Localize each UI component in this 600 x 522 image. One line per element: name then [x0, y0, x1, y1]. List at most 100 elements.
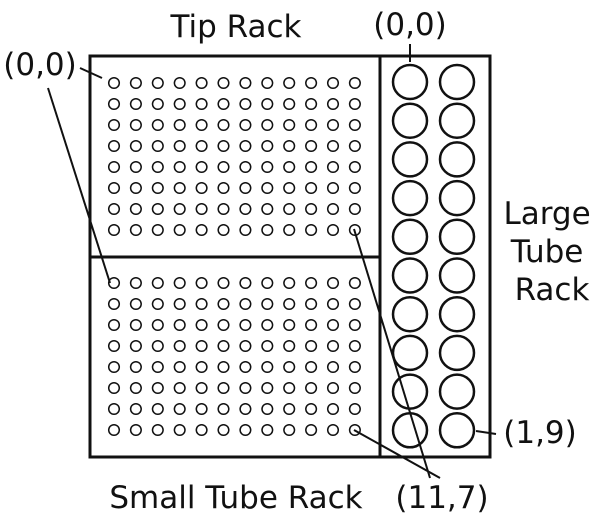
large-tube-well: [391, 257, 429, 294]
large-origin-coordinate: (0,0): [373, 7, 447, 43]
small-tube-well: [283, 360, 296, 374]
small-tube-well: [239, 276, 252, 290]
small-tube-well: [173, 297, 186, 311]
small-tube-well: [173, 276, 186, 290]
tip-well: [151, 97, 164, 111]
tip-well: [129, 160, 142, 174]
tip-well: [107, 118, 121, 132]
small-tube-well: [195, 402, 208, 416]
small-tube-well: [217, 423, 230, 437]
small-tube-well: [129, 339, 142, 353]
small-tube-well: [283, 297, 296, 311]
tip-well: [151, 76, 164, 90]
small-tube-well: [151, 360, 164, 374]
tip-well: [173, 181, 186, 195]
tip-well: [326, 76, 340, 90]
tip-well: [283, 202, 296, 216]
small-tube-well: [305, 360, 318, 374]
tip-well: [261, 97, 274, 111]
tip-well: [195, 202, 208, 216]
tip-well: [107, 160, 121, 174]
tip-well: [129, 118, 142, 132]
tip-well: [239, 118, 252, 132]
small-tube-well: [261, 276, 274, 290]
large-tube-rack-wells: [391, 63, 476, 449]
tip-well: [305, 118, 318, 132]
tip-well: [107, 202, 121, 216]
small-tube-well: [107, 276, 121, 290]
tip-well: [195, 181, 208, 195]
tip-well: [348, 160, 361, 174]
small-tube-well: [217, 402, 230, 416]
tip-well: [107, 181, 121, 195]
large-tube-well: [438, 218, 476, 256]
large-tube-well: [438, 295, 476, 333]
large-tube-well: [391, 102, 429, 139]
small-tube-well: [348, 423, 361, 437]
tip-well: [283, 160, 296, 174]
small-tube-well: [107, 318, 121, 332]
tip-rack-label: Tip Rack: [170, 9, 302, 45]
tip-well: [283, 97, 296, 111]
tip-well: [129, 181, 142, 195]
tip-well: [107, 223, 121, 237]
small-tube-well: [151, 318, 164, 332]
small-tube-well: [348, 318, 361, 332]
small-tube-well: [151, 381, 164, 395]
large-tube-well: [391, 412, 429, 449]
large-tube-well: [438, 179, 476, 217]
small-tube-well: [173, 339, 186, 353]
tip-well: [261, 181, 274, 195]
tip-well: [283, 139, 296, 153]
small-tube-well: [151, 297, 164, 311]
tip-well: [195, 160, 208, 174]
small-tube-well: [129, 360, 142, 374]
small-tube-well: [305, 381, 318, 395]
tip-well: [195, 139, 208, 153]
tip-well: [129, 202, 142, 216]
tip-well: [217, 202, 230, 216]
small-end-coordinate: (11,7): [395, 480, 488, 516]
small-tube-well: [305, 339, 318, 353]
tip-well: [107, 139, 121, 153]
tip-well: [151, 202, 164, 216]
small-tube-well: [173, 402, 186, 416]
small-tube-well: [283, 276, 296, 290]
small-tube-well: [129, 318, 142, 332]
large-tube-well: [438, 63, 476, 101]
large-tube-well: [438, 257, 476, 294]
small-tube-well: [326, 423, 340, 437]
small-tube-well: [173, 423, 186, 437]
large-tube-well: [391, 179, 429, 217]
tip-well: [261, 223, 274, 237]
small-tube-well: [217, 360, 230, 374]
small-tube-well: [261, 423, 274, 437]
small-origin-leader: [47, 87, 111, 284]
small-tube-well: [326, 402, 340, 416]
small-tube-well: [326, 360, 340, 374]
small-tube-well: [348, 339, 361, 353]
small-tube-well: [173, 318, 186, 332]
large-tube-well: [391, 218, 429, 256]
small-tube-rack-wells: [107, 276, 361, 437]
small-tube-well: [348, 297, 361, 311]
tip-well: [261, 139, 274, 153]
small-tube-well: [151, 276, 164, 290]
tip-well: [173, 160, 186, 174]
tip-well: [217, 118, 230, 132]
tip-well: [239, 181, 252, 195]
small-tube-well: [195, 381, 208, 395]
small-tube-well: [326, 297, 340, 311]
small-tube-well: [239, 318, 252, 332]
small-tube-well: [107, 360, 121, 374]
tip-origin-leader: [79, 67, 103, 79]
tip-well: [326, 97, 340, 111]
small-tube-well: [107, 339, 121, 353]
tip-well: [217, 181, 230, 195]
small-tube-well: [151, 423, 164, 437]
tip-well: [173, 139, 186, 153]
small-tube-well: [151, 402, 164, 416]
small-tube-rack-label: Small Tube Rack: [109, 480, 362, 516]
tip-well: [239, 76, 252, 90]
